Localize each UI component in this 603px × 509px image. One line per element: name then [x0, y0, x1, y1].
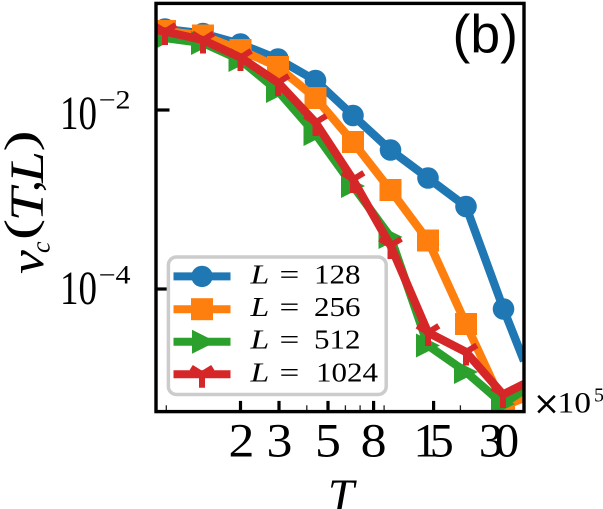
- svg-text:10: 10: [60, 87, 97, 140]
- svg-text:10: 10: [558, 387, 592, 420]
- svg-text:512: 512: [314, 325, 361, 355]
- svg-text:=: =: [280, 357, 300, 387]
- svg-text:3: 3: [479, 415, 503, 468]
- svg-text:8: 8: [361, 413, 387, 467]
- svg-text:=: =: [280, 292, 300, 322]
- svg-text:L: L: [249, 358, 269, 388]
- svg-text:2: 2: [229, 413, 255, 467]
- svg-text:c: c: [27, 241, 56, 253]
- svg-text:=: =: [280, 325, 300, 355]
- svg-text:5: 5: [315, 413, 341, 467]
- svg-text:L: L: [1, 151, 54, 184]
- svg-text:=: =: [280, 259, 300, 289]
- svg-text:v: v: [2, 250, 55, 274]
- svg-text:0: 0: [495, 415, 519, 468]
- svg-text:5: 5: [594, 385, 603, 407]
- svg-text:): ): [0, 130, 45, 151]
- svg-text:T: T: [328, 470, 357, 509]
- svg-text:256: 256: [314, 292, 361, 322]
- svg-text:10: 10: [60, 262, 97, 315]
- svg-text:−4: −4: [99, 260, 131, 289]
- svg-text:1: 1: [414, 415, 438, 468]
- svg-text:T: T: [1, 184, 54, 222]
- svg-text:L: L: [249, 260, 269, 290]
- svg-text:L: L: [249, 292, 269, 322]
- svg-text:−2: −2: [99, 86, 131, 115]
- svg-text:128: 128: [314, 260, 361, 290]
- svg-text:,: ,: [0, 180, 50, 192]
- svg-text:5: 5: [430, 415, 454, 468]
- svg-text:1024: 1024: [316, 358, 379, 388]
- svg-text:L: L: [249, 325, 269, 355]
- svg-text:(: (: [0, 219, 45, 240]
- svg-text:3: 3: [267, 413, 293, 467]
- svg-text:(b): (b): [453, 6, 518, 65]
